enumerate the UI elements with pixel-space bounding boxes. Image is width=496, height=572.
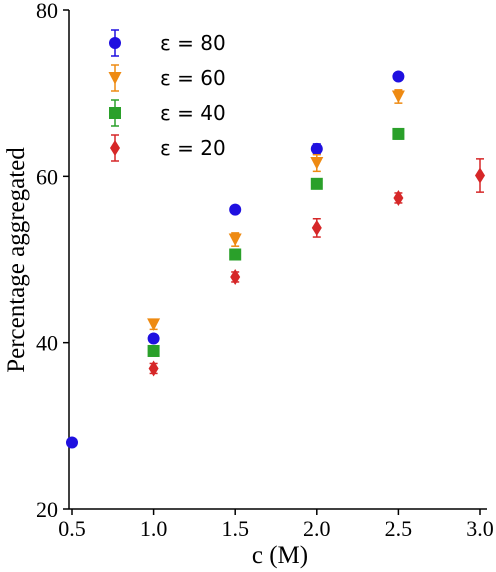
series-group [147,89,405,331]
data-point [392,70,405,83]
data-point [310,142,323,155]
y-tick-label: 80 [36,0,58,23]
x-tick-label: 3.0 [466,516,494,541]
legend-label: ε = 80 [160,31,226,55]
data-point [147,344,160,357]
legend-marker [109,107,121,119]
data-point [148,360,159,377]
legend-marker [109,37,121,49]
legend-marker [108,72,122,85]
x-tick-label: 0.5 [58,516,86,541]
x-tick-label: 1.0 [140,516,168,541]
data-point [147,318,161,331]
legend: ε = 80 ε = 60 ε = 40 ε = 20 [108,29,226,162]
data-point [393,189,404,206]
data-point [311,219,322,236]
y-tick-label: 20 [36,497,58,522]
data-point [310,157,324,170]
x-tick-label: 2.0 [303,516,331,541]
x-axis-label: c (M) [252,542,308,569]
data-point [229,248,242,261]
legend-entry: ε = 20 [110,134,226,162]
data-point [66,436,78,449]
legend-label: ε = 20 [160,136,226,160]
series-group [148,158,485,377]
y-axis-label: Percentage aggregated [3,147,30,373]
plot-area [68,10,487,510]
legend-marker [110,140,120,156]
legend-label: ε = 60 [160,66,226,90]
x-tick-label: 1.5 [221,516,249,541]
legend-entry: ε = 40 [109,99,226,127]
data-point [391,90,405,103]
series-group [66,70,405,449]
data-marks [66,70,485,449]
y-tick-label: 40 [36,331,58,356]
legend-entry: ε = 60 [108,64,226,92]
data-point [229,203,242,216]
legend-label: ε = 40 [160,101,226,125]
legend-entry: ε = 80 [109,29,226,57]
data-point [310,177,323,190]
data-point [230,268,241,285]
series-group [147,127,405,357]
data-point [475,167,485,184]
y-tick-label: 60 [36,164,58,189]
data-point [392,127,405,140]
data-point [228,233,242,247]
x-tick-label: 2.5 [385,516,413,541]
data-point [147,332,160,345]
axis-ticks: 0.5 1.0 1.5 2.0 2.5 3.0 20 40 60 80 [36,0,494,541]
